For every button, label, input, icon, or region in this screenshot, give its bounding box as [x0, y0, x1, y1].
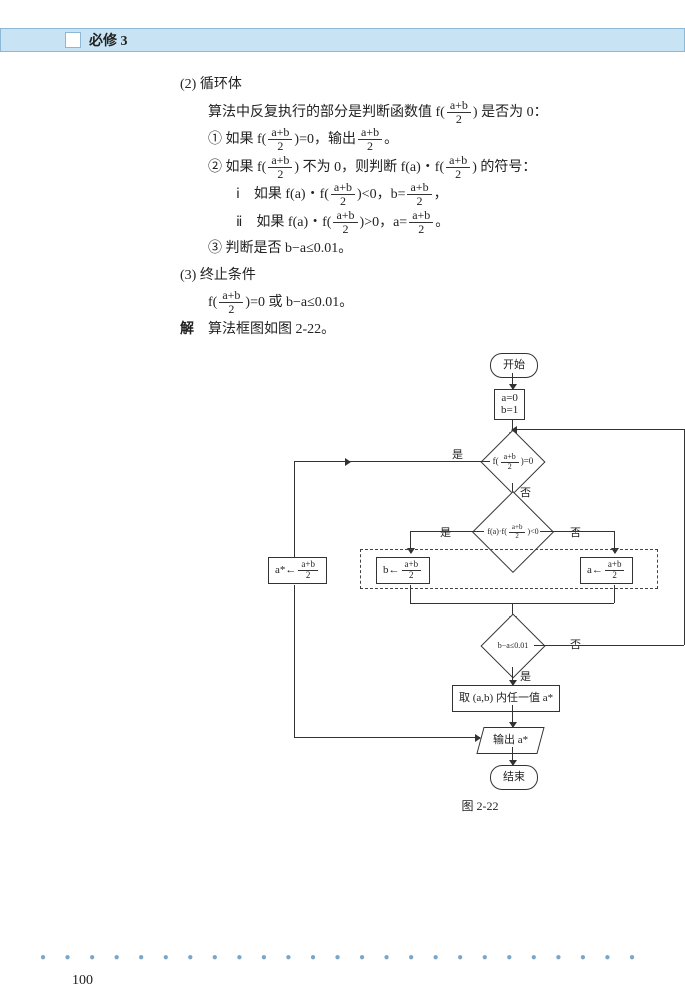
answer-label: 解 — [180, 322, 194, 337]
body-text: (2) 循环体 算法中反复执行的部分是判断函数值 f(a+b2) 是否为 0： … — [0, 52, 685, 813]
fc-assign-b: b←a+b2 — [376, 557, 430, 584]
header-title: 必修 3 — [89, 30, 128, 50]
page-number: 100 — [72, 973, 93, 989]
flowchart: 开始 a=0 b=1 f(a+b2)=0 是 否 f(a)·f(a+b2)<0 … — [240, 353, 685, 813]
section-3-title: (3) 终止条件 — [180, 263, 645, 290]
fc-end: 结束 — [490, 765, 538, 790]
fc-output: 输出 a* — [476, 727, 544, 754]
fc-d1-yes: 是 — [452, 445, 463, 466]
page-header: 必修 3 — [0, 28, 685, 52]
answer-line: 解 算法框图如图 2-22。 — [180, 317, 645, 344]
fc-d2-no: 否 — [570, 523, 581, 544]
fc-d2-yes: 是 — [440, 523, 451, 544]
fc-assign-a: a←a+b2 — [580, 557, 633, 584]
header-square-icon — [65, 32, 81, 48]
fc-start: 开始 — [490, 353, 538, 378]
section-2-title: (2) 循环体 — [180, 72, 645, 99]
case-3: ③ 判断是否 b−a≤0.01。 — [180, 236, 645, 263]
fc-caption: 图 2-22 — [240, 795, 685, 818]
fc-decision-1: f(a+b2)=0 — [480, 430, 545, 495]
footer-dots: ● ● ● ● ● ● ● ● ● ● ● ● ● ● ● ● ● ● ● ● … — [40, 952, 645, 963]
case-2-ii: ⅱ 如果 f(a)・f(a+b2)>0，a=a+b2。 — [180, 209, 645, 237]
fc-init: a=0 b=1 — [494, 389, 525, 419]
case-1: ① 如果 f(a+b2)=0，输出a+b2。 — [180, 126, 645, 154]
fc-pick: 取 (a,b) 内任一值 a* — [452, 685, 560, 712]
case-2: ② 如果 f(a+b2) 不为 0，则判断 f(a)・f(a+b2) 的符号： — [180, 154, 645, 182]
section-3-body: f(a+b2)=0 或 b−a≤0.01。 — [180, 289, 645, 317]
section-2-intro: 算法中反复执行的部分是判断函数值 f(a+b2) 是否为 0： — [180, 99, 645, 127]
case-2-i: ⅰ 如果 f(a)・f(a+b2)<0，b=a+b2， — [180, 181, 645, 209]
fc-left-astar: a*←a+b2 — [268, 557, 327, 584]
fraction-icon: a+b2 — [447, 99, 471, 126]
fc-decision-3: b−a≤0.01 — [480, 614, 545, 679]
